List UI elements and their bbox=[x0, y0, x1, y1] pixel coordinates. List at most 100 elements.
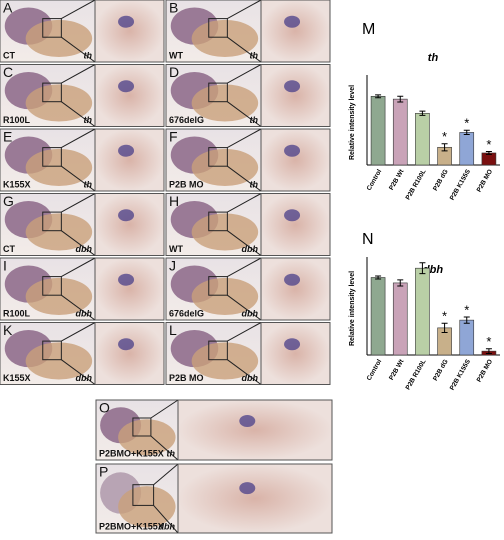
zoom-box bbox=[208, 211, 228, 232]
bar bbox=[459, 132, 475, 166]
zoom-line bbox=[227, 322, 262, 342]
significance-mark: * bbox=[486, 137, 491, 152]
zoom-line bbox=[61, 359, 96, 385]
error-bar bbox=[441, 322, 448, 334]
zoom-line bbox=[227, 36, 262, 63]
x-tick-label: P2B R100L bbox=[405, 358, 428, 391]
zoom-line bbox=[153, 505, 179, 534]
zoom-box bbox=[208, 82, 228, 103]
zoom-line bbox=[61, 230, 96, 256]
y-axis-label: Relative intensity level bbox=[349, 271, 356, 346]
stain-spot bbox=[118, 80, 135, 93]
error-bar bbox=[419, 262, 426, 275]
zoom-image bbox=[260, 322, 331, 385]
zoom-line bbox=[61, 165, 96, 192]
chart-title: th bbox=[428, 52, 439, 64]
zoom-box bbox=[208, 147, 228, 167]
panel-stain: th bbox=[250, 179, 259, 189]
zoom-line bbox=[61, 128, 96, 149]
zoom-image bbox=[94, 64, 165, 127]
panel-letter: G bbox=[3, 193, 14, 209]
panel-letter: C bbox=[3, 64, 13, 80]
x-tick-label: P2B K155S bbox=[449, 358, 473, 392]
bar bbox=[370, 95, 386, 166]
stain-spot bbox=[284, 273, 301, 286]
panel-stain: dbh bbox=[76, 373, 93, 383]
panel-label: R100L bbox=[3, 115, 31, 125]
zoom-line bbox=[61, 64, 96, 84]
x-tick-label: P2B MO bbox=[476, 168, 495, 193]
panel-letter: A bbox=[3, 0, 13, 16]
zoom-image bbox=[260, 0, 331, 63]
zoom-box bbox=[42, 18, 62, 38]
panel-stain: dbh bbox=[242, 308, 259, 318]
panel-stain: th bbox=[250, 50, 259, 60]
zoom-image bbox=[94, 0, 165, 63]
error-bar bbox=[419, 110, 426, 116]
panel-stain: dbh bbox=[242, 373, 259, 383]
zoom-box bbox=[132, 484, 155, 506]
x-tick-label: P2B MO bbox=[476, 358, 495, 383]
bar bbox=[415, 267, 430, 356]
significance-mark: * bbox=[442, 129, 447, 144]
stain-spot bbox=[284, 209, 301, 222]
stain-spot bbox=[239, 415, 256, 427]
chart-letter: N bbox=[362, 231, 374, 248]
zoom-line bbox=[61, 36, 96, 63]
stain-spot bbox=[118, 15, 135, 28]
panel-label: CT bbox=[3, 50, 15, 60]
embryo-yolk bbox=[25, 19, 93, 58]
zoom-line bbox=[61, 101, 96, 127]
stain-spot bbox=[284, 15, 301, 28]
error-bar bbox=[375, 94, 382, 99]
panel-label: 676delG bbox=[169, 308, 204, 318]
panel-label: K155X bbox=[3, 179, 31, 189]
panel-stain: th bbox=[84, 179, 93, 189]
zoom-box bbox=[42, 147, 62, 167]
zoom-line bbox=[227, 64, 262, 84]
x-tick-label: Control bbox=[366, 168, 384, 192]
panel-letter: O bbox=[99, 400, 110, 416]
panel-label: P2B MO bbox=[169, 179, 204, 189]
stain-spot bbox=[284, 338, 301, 351]
stain-spot bbox=[118, 338, 135, 351]
stain-spot bbox=[239, 482, 256, 495]
significance-mark: * bbox=[464, 302, 469, 317]
zoom-line bbox=[227, 193, 262, 213]
embryo-yolk bbox=[25, 84, 93, 122]
zoom-line bbox=[227, 359, 262, 385]
panel-letter: D bbox=[169, 64, 179, 80]
panel-label: CT bbox=[3, 244, 15, 254]
embryo-yolk bbox=[25, 148, 93, 187]
significance-mark: * bbox=[486, 334, 491, 349]
x-tick-label: P2B dG bbox=[432, 168, 450, 192]
error-bar bbox=[375, 275, 382, 280]
zoom-line bbox=[61, 322, 96, 342]
zoom-line bbox=[227, 294, 262, 321]
x-tick-label: P2B R100L bbox=[405, 168, 428, 201]
panel-letter: K bbox=[3, 322, 13, 338]
zoom-box bbox=[208, 18, 228, 38]
zoom-image bbox=[260, 193, 331, 256]
zoom-image bbox=[177, 399, 333, 461]
zoom-image bbox=[94, 322, 165, 385]
panel-label: P2BMO+K155X bbox=[99, 448, 164, 458]
stain-spot bbox=[284, 144, 301, 157]
zoom-line bbox=[227, 101, 262, 127]
error-bar bbox=[397, 95, 404, 103]
panel-stain: dbh bbox=[76, 244, 93, 254]
x-tick-label: P2B Wt bbox=[388, 168, 406, 192]
bar bbox=[392, 98, 408, 166]
zoom-box bbox=[132, 417, 152, 437]
error-bar bbox=[463, 316, 470, 324]
zoom-box bbox=[42, 82, 62, 103]
zoom-line bbox=[61, 0, 96, 20]
panel-letter: P bbox=[99, 464, 108, 480]
panel-letter: H bbox=[169, 193, 179, 209]
x-tick-label: P2B dG bbox=[432, 358, 450, 382]
panel-stain: th bbox=[167, 448, 176, 458]
zoom-box bbox=[42, 276, 62, 296]
zoom-line bbox=[227, 230, 262, 256]
panel-letter: B bbox=[169, 0, 178, 16]
